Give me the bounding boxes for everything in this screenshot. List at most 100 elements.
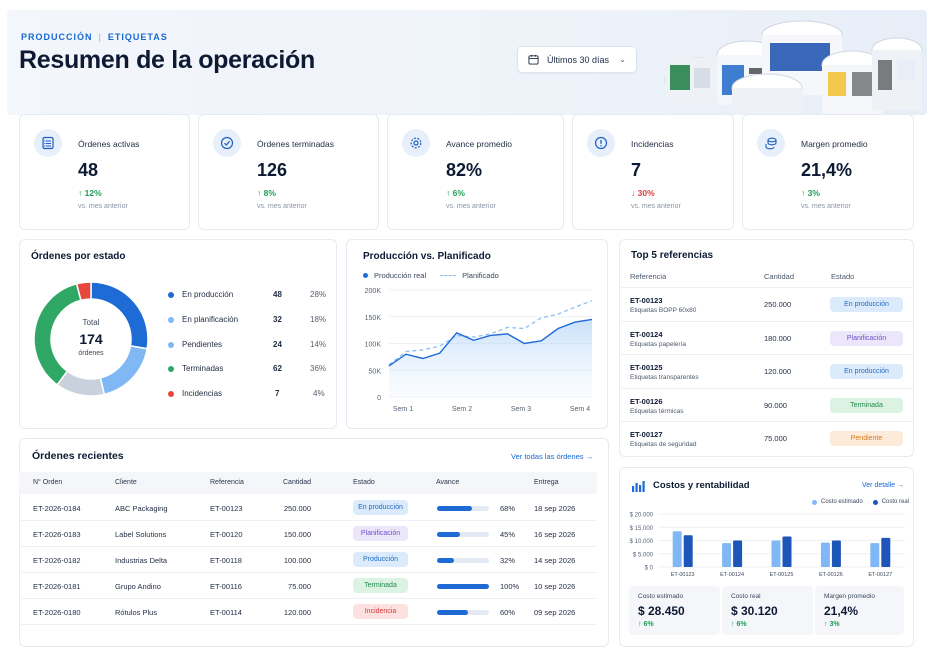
view-all-orders-link[interactable]: Ver todas las órdenes → <box>511 452 594 461</box>
kpi-delta: ↑ 3% <box>801 188 820 198</box>
cost-delta: ↑ 6% <box>638 621 654 628</box>
top5-quantity: 90.000 <box>764 400 787 410</box>
y-tick-label: 150K <box>365 315 382 322</box>
donut-total-value: 174 <box>79 331 103 347</box>
cost-value: 21,4% <box>824 604 859 618</box>
top5-description: Etiquetas papelería <box>630 340 687 348</box>
top5-row[interactable]: ET-00124 Etiquetas papelería 180.000 Planif… <box>619 320 914 354</box>
legend-name: Incidencias <box>182 389 223 398</box>
bar-estimated[interactable] <box>771 540 781 568</box>
kpi-card-incidents[interactable]: Incidencias 7 ↓ 30% vs. mes anterior <box>572 114 734 230</box>
delivery-date: 09 sep 2026 <box>534 608 576 617</box>
column-header-status: Estado <box>831 272 855 281</box>
top5-row[interactable]: ET-00123 Etiquetas BOPP 60x80 250.000 En pr… <box>619 287 914 320</box>
kpi-label: Incidencias <box>631 139 674 149</box>
legend-row-finished[interactable]: Terminadas 62 36% <box>168 363 328 377</box>
order-number[interactable]: ET-2026-0180 <box>33 608 81 617</box>
client-name: Rótulos Plus <box>115 608 158 617</box>
breadcrumb-item-labels[interactable]: ETIQUETAS <box>107 32 168 42</box>
x-tick-label: ET-00125 <box>770 572 794 578</box>
bar-real[interactable] <box>881 537 891 567</box>
bar-estimated[interactable] <box>870 543 880 567</box>
cost-box-real: Costo real $ 30.120 ↑ 6% <box>722 586 813 635</box>
top5-row[interactable]: ET-00127 Etiquetas de seguridad 75.000 Pend… <box>619 421 914 454</box>
production-line-chart: 0 50K 100K 150K 200K Sem 1 Sem 2 Sem 3 Sem 4 <box>365 288 593 413</box>
breadcrumb: PRODUCCIÓN | ETIQUETAS <box>21 32 168 42</box>
status-badge: En producción <box>353 500 408 515</box>
bar-estimated[interactable] <box>672 531 682 567</box>
legend-count: 48 <box>273 290 282 299</box>
panel-title: Top 5 referencias <box>631 250 714 261</box>
kpi-card-active-orders[interactable]: Órdenes activas 48 ↑ 12% vs. mes anterio… <box>19 114 190 230</box>
label-rolls-illustration <box>664 20 923 115</box>
chart-legend: Producción real Planificado <box>363 271 499 280</box>
legend-row-pending[interactable]: Pendientes 24 14% <box>168 339 328 353</box>
legend-line-plan <box>440 275 457 276</box>
y-tick-label: $ 5.000 <box>633 552 654 558</box>
x-tick-label: Sem 4 <box>570 406 590 413</box>
kpi-card-finished-orders[interactable]: Órdenes terminadas 126 ↑ 8% vs. mes ante… <box>198 114 379 230</box>
bar-real[interactable] <box>831 540 841 568</box>
page-header: PRODUCCIÓN | ETIQUETAS Resumen de la ope… <box>7 10 927 115</box>
legend-row-incidents[interactable]: Incidencias 7 4% <box>168 388 328 402</box>
table-row[interactable]: ET-2026-0184 ABC Packaging ET-00123 250.000… <box>19 495 597 521</box>
table-row[interactable]: ET-2026-0181 Grupo Andino ET-00116 75.000 Te… <box>19 573 597 599</box>
view-detail-link[interactable]: Ver detalle → <box>862 482 905 489</box>
top5-row[interactable]: ET-00125 Etiquetas transparentes 120.000 En… <box>619 354 914 387</box>
quantity: 120.000 <box>283 608 311 617</box>
column-header-order: N° Orden <box>33 479 63 486</box>
table-row[interactable]: ET-2026-0180 Rótulos Plus ET-00114 120.000 I… <box>19 599 597 625</box>
panel-title: Órdenes recientes <box>32 450 124 462</box>
legend-dot <box>168 317 174 323</box>
order-number[interactable]: ET-2026-0181 <box>33 582 81 591</box>
date-range-select[interactable]: Últimos 30 días ⌄ <box>517 46 637 73</box>
quantity: 75.000 <box>288 582 311 591</box>
kpi-value: 21,4% <box>801 160 853 180</box>
client-name: Label Solutions <box>115 530 167 539</box>
cost-bar-chart: $ 0 $ 5.000 $ 10.000 $ 15.000 $ 20.000 ET-001… <box>630 513 905 578</box>
bar-real[interactable] <box>683 535 693 567</box>
order-number[interactable]: ET-2026-0184 <box>33 504 81 513</box>
kpi-value: 82% <box>446 160 483 180</box>
legend-row-in-production[interactable]: En producción 48 28% <box>168 289 328 303</box>
top5-references-panel: Top 5 referencias <box>619 239 914 457</box>
table-row[interactable]: ET-2026-0182 Industrias Delta ET-00118 100.… <box>19 547 597 573</box>
bar-estimated[interactable] <box>722 543 732 567</box>
status-donut-chart <box>33 281 149 397</box>
page-title: Resumen de la operación <box>19 46 315 74</box>
x-tick-label: ET-00124 <box>720 572 744 578</box>
progress-bar <box>437 532 489 537</box>
date-range-value: Últimos 30 días <box>547 54 610 65</box>
donut-slice-5[interactable] <box>75 281 92 302</box>
bar-real[interactable] <box>782 536 792 567</box>
top5-reference: ET-00127 <box>630 430 663 439</box>
table-row[interactable]: ET-2026-0183 Label Solutions ET-00120 150.0… <box>19 521 597 547</box>
order-number[interactable]: ET-2026-0183 <box>33 530 81 539</box>
bar-real[interactable] <box>733 540 743 568</box>
top5-quantity: 250.000 <box>764 300 792 309</box>
column-header-progress: Avance <box>436 479 460 486</box>
top5-reference: ET-00124 <box>630 329 663 339</box>
top5-quantity: 120.000 <box>764 367 792 376</box>
progress-bar <box>437 506 489 511</box>
panel-title: Producción vs. Planificado <box>363 251 491 262</box>
kpi-card-average-margin[interactable]: Margen promedio 21,4% ↑ 3% vs. mes anter… <box>742 114 914 230</box>
client-name: ABC Packaging <box>115 504 168 513</box>
status-badge: En producción <box>830 297 903 312</box>
top5-row[interactable]: ET-00126 Etiquetas térmicas 90.000 Terminad… <box>619 387 914 421</box>
legend-dot <box>168 342 174 348</box>
breadcrumb-item-production[interactable]: PRODUCCIÓN <box>21 32 93 42</box>
bar-estimated[interactable] <box>820 542 830 567</box>
legend-dot <box>168 366 174 372</box>
kpi-value: 7 <box>631 160 642 180</box>
legend-row-in-planning[interactable]: En planificación 32 18% <box>168 314 328 328</box>
kpi-comparison: vs. mes anterior <box>78 203 128 210</box>
y-tick-label: 0 <box>377 395 381 402</box>
recent-orders-header: N° Orden Cliente Referencia Cantidad Est… <box>19 472 597 494</box>
client-name: Grupo Andino <box>115 582 161 591</box>
status-badge: Terminada <box>353 578 408 593</box>
order-number[interactable]: ET-2026-0182 <box>33 556 81 565</box>
quantity: 150.000 <box>283 530 311 539</box>
kpi-card-average-progress[interactable]: Avance promedio 82% ↑ 6% vs. mes anterio… <box>387 114 564 230</box>
y-tick-label: $ 20.000 <box>630 513 654 519</box>
